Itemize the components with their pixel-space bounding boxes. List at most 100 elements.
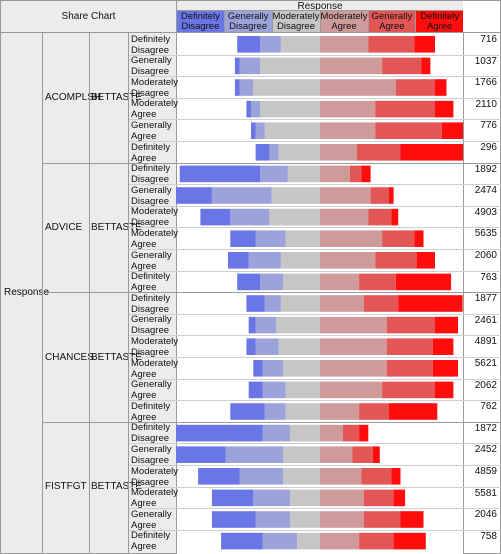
bar-moderately-disagree [253, 79, 320, 96]
bar-moderately-disagree [269, 208, 320, 226]
row-separator [128, 205, 501, 207]
group-label: ADVICE [45, 221, 83, 233]
bar-moderately-disagree [260, 100, 320, 118]
bar-generally-agree [386, 316, 435, 334]
row-separator [128, 119, 501, 121]
legend-label: Moderately Agree [320, 10, 368, 32]
row-label: Definitely Disagree [131, 33, 171, 56]
bar-definitely-disagree [198, 468, 240, 485]
bar-moderately-disagree [290, 424, 320, 442]
bar-definitely-disagree [230, 230, 256, 247]
bar-definitely-agree [395, 273, 452, 291]
bar-moderately-agree [320, 144, 357, 161]
bar-definitely-agree [435, 381, 454, 399]
bar-moderately-disagree [283, 360, 320, 377]
row-count: 296 [480, 142, 497, 153]
group-separator [42, 162, 501, 164]
bar-moderately-agree [320, 100, 376, 118]
bar-moderately-agree [320, 57, 383, 75]
bar-generally-agree [386, 338, 433, 355]
bar-generally-agree [352, 446, 373, 463]
bar-moderately-disagree [285, 230, 320, 247]
bar-definitely-agree [389, 187, 394, 204]
bar-generally-agree [356, 144, 401, 161]
bar-definitely-disagree [211, 511, 256, 528]
bar-definitely-agree [435, 100, 454, 118]
bar-moderately-agree [320, 468, 362, 485]
row-separator [128, 378, 501, 380]
row-label: Generally Disagree [131, 55, 172, 78]
bar-definitely-agree [400, 511, 424, 528]
row-count: 2060 [474, 250, 497, 261]
row-count: 2110 [475, 98, 497, 110]
bar-moderately-disagree [290, 511, 320, 528]
bar-generally-agree [386, 360, 433, 377]
row-separator [128, 465, 501, 466]
bar-definitely-agree [389, 403, 438, 420]
bar-generally-disagree [211, 187, 272, 204]
row-label: Definitely Agree [131, 530, 171, 553]
row-separator [128, 486, 501, 488]
bar-definitely-disagree [211, 489, 254, 507]
row-separator [128, 335, 501, 337]
bar-definitely-disagree [179, 165, 261, 183]
bar-definitely-disagree [255, 144, 270, 161]
row-separator [128, 141, 501, 142]
bar-moderately-agree [320, 424, 343, 442]
bar-moderately-disagree [264, 122, 320, 139]
row-label: Generally Agree [131, 379, 172, 402]
bar-moderately-agree [320, 252, 376, 269]
bar-generally-disagree [260, 165, 288, 183]
bar-generally-agree [359, 403, 389, 420]
bar-moderately-agree [320, 446, 353, 463]
group-label: FISTFGT [45, 481, 87, 493]
bar-generally-disagree [239, 468, 284, 485]
legend-moderately-disagree: Moderately Disagree [272, 10, 321, 32]
bar-definitely-agree [421, 57, 431, 75]
column-divider [42, 32, 43, 553]
row-label: Generally Agree [131, 119, 172, 142]
share-chart-plot [176, 36, 464, 550]
bar-moderately-disagree [285, 403, 320, 420]
row-separator [128, 313, 501, 315]
bar-generally-disagree [230, 208, 270, 226]
row-count: 5621 [474, 358, 497, 369]
legend-moderately-agree: Moderately Agree [320, 10, 369, 32]
bar-definitely-disagree [237, 36, 261, 53]
subgroup-label: BETTASTE [91, 92, 142, 104]
bar-moderately-disagree [280, 252, 320, 269]
bar-moderately-agree [320, 79, 396, 96]
legend-definitely-agree: Definitely Agree [416, 11, 463, 32]
row-count: 763 [480, 271, 497, 283]
legend-label: Definitely Agree [420, 10, 460, 32]
bar-moderately-disagree [287, 165, 320, 183]
legend-generally-agree: Generally Agree [368, 11, 417, 32]
bar-moderately-agree [320, 208, 369, 226]
row-count: 1877 [474, 293, 497, 305]
bar-definitely-agree [393, 489, 406, 507]
legend-label: Moderately Disagree [272, 10, 320, 32]
bar-generally-agree [382, 57, 422, 75]
row-separator [128, 227, 501, 229]
bar-generally-agree [382, 230, 415, 247]
bar-generally-agree [363, 511, 401, 528]
bar-generally-disagree [253, 489, 291, 507]
row-label: Moderately Agree [131, 98, 178, 121]
bar-definitely-disagree [221, 532, 263, 550]
row-label: Moderately Disagree [131, 465, 178, 488]
row-count: 762 [480, 401, 497, 413]
bar-moderately-disagree [280, 295, 320, 312]
bar-definitely-agree [372, 446, 380, 463]
bar-definitely-agree [391, 468, 401, 485]
row-separator [128, 184, 501, 186]
bar-moderately-agree [320, 273, 360, 291]
bar-generally-disagree [260, 36, 281, 53]
bar-generally-agree [382, 381, 435, 399]
bar-moderately-agree [320, 187, 371, 204]
bar-moderately-agree [320, 511, 364, 528]
bar-definitely-agree [414, 230, 424, 247]
bar-definitely-agree [359, 424, 369, 442]
row-label: Generally Disagree [131, 443, 172, 466]
bar-generally-disagree [255, 511, 291, 528]
